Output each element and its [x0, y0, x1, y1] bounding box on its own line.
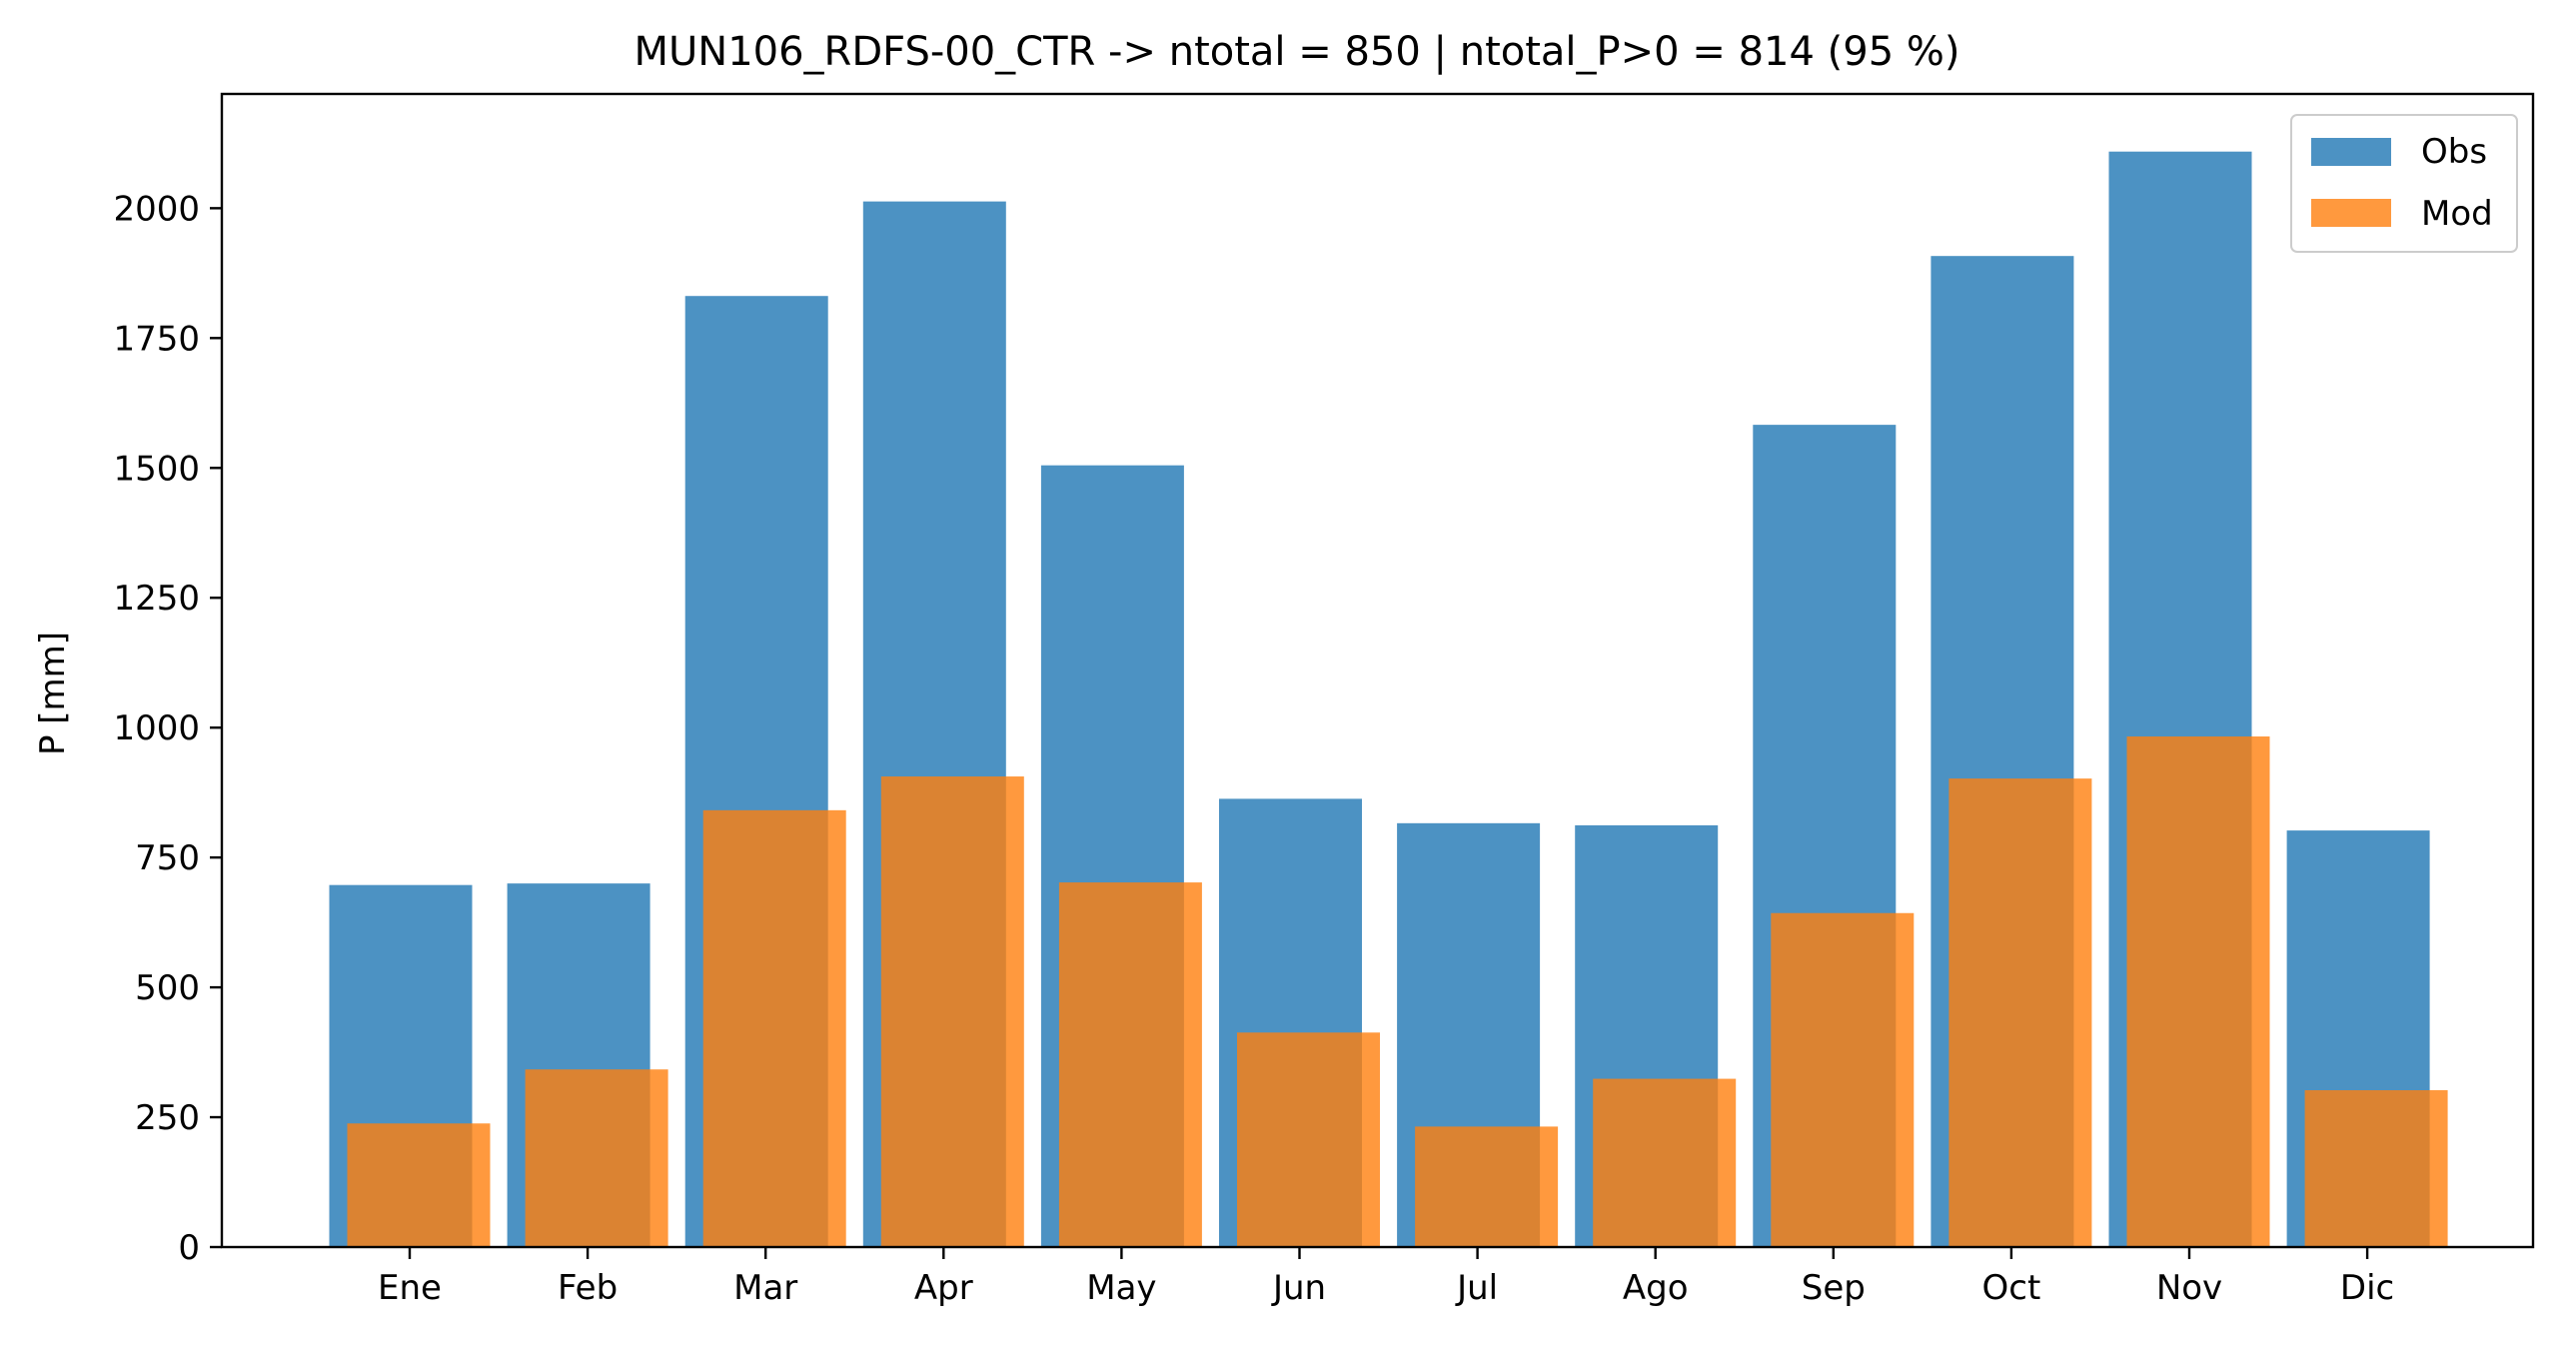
x-tick-label: Jul [1455, 1268, 1498, 1308]
x-tick-label: Feb [558, 1268, 618, 1308]
y-axis-label: P [mm] [33, 632, 73, 755]
bar-mod-mar [702, 809, 846, 1247]
bar-mod-oct [1948, 778, 2092, 1247]
y-tick-label: 1250 [113, 579, 200, 619]
x-tick-label: Mar [733, 1268, 797, 1308]
x-tick-label: May [1086, 1268, 1156, 1308]
x-tick-label: Apr [914, 1268, 973, 1308]
y-tick-label: 250 [135, 1098, 200, 1138]
legend-label-obs: Obs [2421, 132, 2487, 172]
x-tick-label: Sep [1802, 1268, 1866, 1308]
y-tick-label: 1500 [113, 449, 200, 489]
y-tick-label: 750 [135, 838, 200, 878]
bar-mod-jun [1237, 1032, 1380, 1247]
x-tick-label: Nov [2156, 1268, 2222, 1308]
x-tick-label: Oct [1982, 1268, 2041, 1308]
y-tick-label: 2000 [113, 189, 200, 229]
x-tick-label: Ago [1623, 1268, 1689, 1308]
y-tick-label: 0 [178, 1228, 200, 1268]
bar-mod-ene [347, 1123, 491, 1247]
bar-mod-jul [1415, 1126, 1559, 1247]
y-tick-label: 500 [135, 968, 200, 1008]
legend-swatch-mod [2311, 199, 2391, 227]
legend-label-mod: Mod [2421, 194, 2493, 234]
x-tick-label: Ene [378, 1268, 442, 1308]
bar-mod-may [1058, 882, 1202, 1247]
legend: Obs Mod [2290, 114, 2518, 253]
bar-mod-feb [525, 1069, 668, 1247]
bar-mod-dic [2304, 1090, 2448, 1247]
bar-mod-ago [1593, 1078, 1737, 1247]
bar-mod-apr [880, 776, 1024, 1247]
legend-swatch-obs [2311, 138, 2391, 166]
y-axis-ticks: 0 250 500 750 1000 1250 1500 1750 2000 [113, 189, 222, 1268]
x-tick-label: Dic [2340, 1268, 2394, 1308]
y-tick-label: 1750 [113, 319, 200, 359]
bars-group [329, 151, 2448, 1248]
y-tick-label: 1000 [113, 708, 200, 748]
bar-mod-nov [2126, 736, 2270, 1247]
plot-frame [220, 92, 2535, 1249]
chart-title: MUN106_RDFS-00_CTR -> ntotal = 850 | nto… [635, 29, 1960, 75]
bar-mod-sep [1771, 912, 1915, 1247]
x-axis-ticks: Ene Feb Mar Apr May Jun Jul Ago Sep Oct Nov Dic [378, 1247, 2394, 1308]
x-tick-label: Jun [1271, 1268, 1326, 1308]
